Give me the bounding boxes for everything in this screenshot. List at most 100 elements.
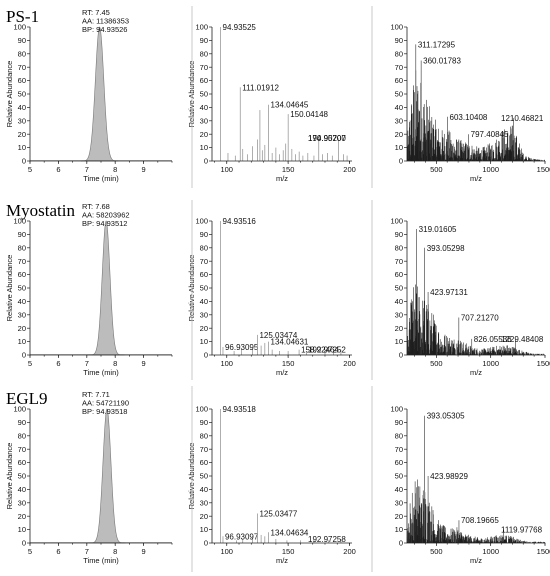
y-tick-label: 40	[395, 103, 403, 112]
info-line: RT: 7.68	[82, 202, 110, 211]
peak-label: 96.93097	[225, 532, 259, 541]
y-tick-label: 0	[204, 539, 208, 548]
y-tick-label: 70	[18, 63, 26, 72]
y-tick-label: 90	[18, 36, 26, 45]
x-tick-label: 1000	[482, 547, 499, 556]
y-tick-label: 30	[18, 498, 26, 507]
x-tick-label: 100	[220, 165, 233, 174]
x-axis-label: m/z	[276, 368, 288, 377]
y-tick-label: 0	[399, 539, 403, 548]
peak-label: 1210.46821	[501, 114, 544, 123]
peak-label: 797.40845	[471, 130, 509, 139]
y-axis-label: Relative Abundance	[5, 255, 14, 322]
peak-label: 708.19665	[461, 516, 499, 525]
peak-label: 125.03477	[259, 510, 297, 519]
y-tick-label: 40	[200, 103, 208, 112]
info-line: BP: 94.93518	[82, 407, 127, 416]
y-tick-label: 90	[200, 230, 208, 239]
peak-label: 319.01605	[419, 225, 457, 234]
sample-title: EGL9	[6, 389, 48, 408]
y-tick-label: 90	[395, 36, 403, 45]
peak-label: 111.01912	[242, 83, 279, 92]
y-tick-label: 0	[204, 351, 208, 360]
sample-title: Myostatin	[6, 201, 75, 220]
x-tick-label: 8	[113, 547, 117, 556]
peak-label: 134.04631	[271, 338, 309, 347]
y-tick-label: 0	[204, 157, 208, 166]
y-tick-label: 30	[200, 116, 208, 125]
y-tick-label: 40	[200, 297, 208, 306]
y-tick-label: 70	[200, 63, 208, 72]
y-tick-label: 80	[395, 243, 403, 252]
peak-label: 423.98929	[430, 472, 468, 481]
x-tick-label: 200	[343, 359, 356, 368]
y-tick-label: 30	[18, 116, 26, 125]
peak-label: 134.04645	[271, 101, 309, 110]
y-tick-label: 100	[195, 23, 208, 32]
x-tick-label: 6	[56, 547, 60, 556]
y-tick-label: 50	[18, 90, 26, 99]
peak-label: 311.17295	[418, 40, 456, 49]
x-axis-label: Time (min)	[83, 368, 119, 377]
y-tick-label: 40	[395, 297, 403, 306]
row3-spectrum-low-panel: 94.93518 96.93097 125.03477 134.04634192.97…	[187, 405, 356, 565]
y-tick-label: 80	[200, 431, 208, 440]
y-tick-label: 90	[18, 418, 26, 427]
y-tick-label: 0	[22, 351, 26, 360]
y-tick-label: 70	[18, 445, 26, 454]
y-tick-label: 60	[200, 76, 208, 85]
y-tick-label: 100	[390, 405, 403, 414]
x-tick-label: 200	[343, 547, 356, 556]
peak-label: 707.21270	[461, 313, 499, 322]
y-tick-label: 60	[200, 270, 208, 279]
x-axis-label: Time (min)	[83, 556, 119, 565]
x-axis-label: m/z	[470, 368, 482, 377]
y-tick-label: 40	[395, 485, 403, 494]
x-tick-label: 7	[85, 547, 89, 556]
y-tick-label: 30	[395, 116, 403, 125]
y-tick-label: 10	[395, 143, 403, 152]
y-tick-label: 20	[200, 324, 208, 333]
y-tick-label: 0	[22, 157, 26, 166]
x-tick-label: 150	[282, 359, 295, 368]
y-tick-label: 40	[18, 485, 26, 494]
y-tick-label: 50	[395, 472, 403, 481]
y-axis-label: Relative Abundance	[5, 61, 14, 128]
y-tick-label: 30	[200, 498, 208, 507]
peak-label: 826.05536	[474, 335, 512, 344]
y-tick-label: 20	[18, 512, 26, 521]
y-axis-label: Relative Abundance	[5, 443, 14, 510]
peak-label: 94.93518	[223, 405, 257, 414]
x-axis-label: m/z	[276, 556, 288, 565]
y-axis-label: Relative Abundance	[187, 443, 196, 510]
y-tick-label: 10	[18, 337, 26, 346]
y-tick-label: 100	[195, 405, 208, 414]
peak-label: 192.97258	[308, 535, 346, 544]
y-tick-label: 20	[200, 512, 208, 521]
y-tick-label: 40	[18, 297, 26, 306]
y-tick-label: 70	[395, 257, 403, 266]
axes	[211, 409, 352, 544]
x-tick-label: 7	[85, 165, 89, 174]
info-line: BP: 94.93512	[82, 219, 127, 228]
peak-label: 393.05305	[427, 412, 465, 421]
sample-title: PS-1	[6, 7, 39, 26]
peak-label: 96.93095	[225, 343, 259, 352]
y-tick-label: 30	[395, 498, 403, 507]
y-tick-label: 70	[200, 445, 208, 454]
y-tick-label: 10	[200, 525, 208, 534]
y-tick-label: 60	[395, 270, 403, 279]
y-tick-label: 10	[200, 143, 208, 152]
y-tick-label: 90	[200, 36, 208, 45]
chromatogram-peak	[88, 408, 126, 544]
peak-label: 125.03474	[259, 331, 297, 340]
y-tick-label: 80	[18, 49, 26, 58]
row2-spectrum-high-panel: 319.01605 393.05298 423.97131 707.21270 826.…	[390, 217, 550, 377]
y-tick-label: 100	[13, 23, 26, 32]
x-tick-label: 500	[430, 359, 443, 368]
x-tick-label: 8	[113, 359, 117, 368]
